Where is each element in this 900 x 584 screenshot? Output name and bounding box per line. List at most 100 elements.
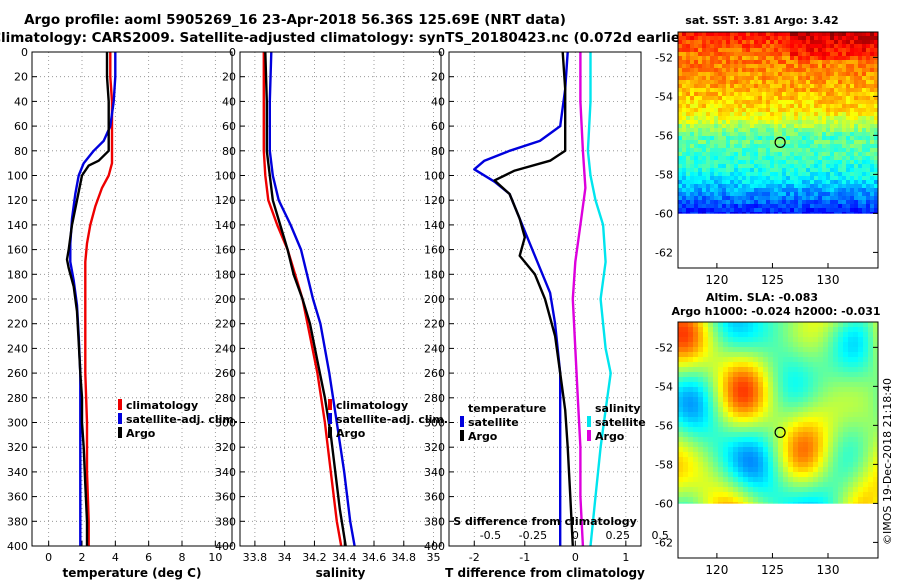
map-cell <box>706 172 711 177</box>
map-cell <box>842 164 847 169</box>
map-cell <box>810 172 815 177</box>
map-cell <box>710 88 715 93</box>
map-cell <box>830 156 835 161</box>
map-cell <box>766 84 771 89</box>
map-cell <box>790 188 795 193</box>
map-cell <box>834 64 839 69</box>
map-cell <box>750 188 755 193</box>
map-cell <box>778 472 784 478</box>
map-cell <box>714 84 719 89</box>
map-cell <box>826 148 831 153</box>
top-tick-label: 0 <box>572 529 579 542</box>
map-cell <box>838 176 843 181</box>
map-cell <box>742 56 747 61</box>
map-cell <box>863 322 869 328</box>
map-cell <box>873 472 879 478</box>
map-cell <box>838 36 843 41</box>
map-cell <box>870 204 875 209</box>
map-cell <box>828 427 834 433</box>
map-cell <box>793 427 799 433</box>
map-cell <box>806 76 811 81</box>
map-cell <box>722 172 727 177</box>
map-cell <box>773 347 779 353</box>
map-cell <box>694 184 699 189</box>
map-cell <box>678 40 683 45</box>
map-cell <box>723 432 729 438</box>
map-cell <box>826 44 831 49</box>
map-cell <box>828 492 834 498</box>
map-cell <box>688 357 694 363</box>
map-cell <box>733 362 739 368</box>
map-cell <box>694 32 699 37</box>
map-cell <box>786 36 791 41</box>
map-cell <box>738 144 743 149</box>
map-cell <box>738 432 744 438</box>
map-cell <box>798 452 804 458</box>
map-cell <box>818 76 823 81</box>
map-cell <box>774 48 779 53</box>
map-cell <box>758 108 763 113</box>
map-cell <box>850 164 855 169</box>
map-cell <box>830 164 835 169</box>
map-cell <box>830 112 835 117</box>
map-cell <box>708 382 714 388</box>
map-cell <box>733 322 739 328</box>
map-cell <box>682 176 687 181</box>
map-cell <box>828 447 834 453</box>
map-cell <box>748 377 754 383</box>
map-cell <box>726 32 731 37</box>
map-cell <box>822 180 827 185</box>
map-cell <box>762 116 767 121</box>
map-cell <box>770 56 775 61</box>
map-cell <box>748 447 754 453</box>
map-cell <box>738 397 744 403</box>
map-cell <box>788 392 794 398</box>
map-cell <box>722 40 727 45</box>
map-cell <box>754 48 759 53</box>
map-cell <box>693 352 699 358</box>
map-cell <box>866 44 871 49</box>
map-cell <box>802 116 807 121</box>
map-cell <box>702 116 707 121</box>
map-cell <box>838 342 844 348</box>
map-cell <box>826 72 831 77</box>
map-cell <box>718 362 724 368</box>
map-cell <box>858 80 863 85</box>
map-cell <box>842 64 847 69</box>
map-cell <box>810 52 815 57</box>
map-cell <box>802 168 807 173</box>
map-cell <box>826 184 831 189</box>
map-cell <box>808 432 814 438</box>
map-cell <box>762 196 767 201</box>
map-cell <box>808 452 814 458</box>
map-cell <box>788 362 794 368</box>
map-cell <box>828 442 834 448</box>
map-cell <box>693 487 699 493</box>
map-cell <box>822 176 827 181</box>
map-cell <box>754 108 759 113</box>
map-cell <box>866 116 871 121</box>
map-cell <box>874 64 879 69</box>
map-cell <box>843 412 849 418</box>
y-tick-label: 340 <box>424 466 445 479</box>
map-cell <box>678 432 684 438</box>
map-cell <box>678 387 684 393</box>
map-cell <box>786 56 791 61</box>
map-cell <box>794 76 799 81</box>
map-cell <box>843 427 849 433</box>
map-cell <box>850 128 855 133</box>
map-cell <box>703 502 709 504</box>
map-cell <box>818 462 824 468</box>
map-cell <box>853 412 859 418</box>
map-cell <box>858 382 864 388</box>
map-cell <box>838 164 843 169</box>
map-cell <box>853 402 859 408</box>
map-cell <box>790 192 795 197</box>
map-cell <box>782 112 787 117</box>
map-cell <box>742 108 747 113</box>
map-cell <box>774 52 779 57</box>
map-cell <box>823 412 829 418</box>
map-cell <box>830 172 835 177</box>
map-cell <box>738 196 743 201</box>
map-cell <box>738 108 743 113</box>
